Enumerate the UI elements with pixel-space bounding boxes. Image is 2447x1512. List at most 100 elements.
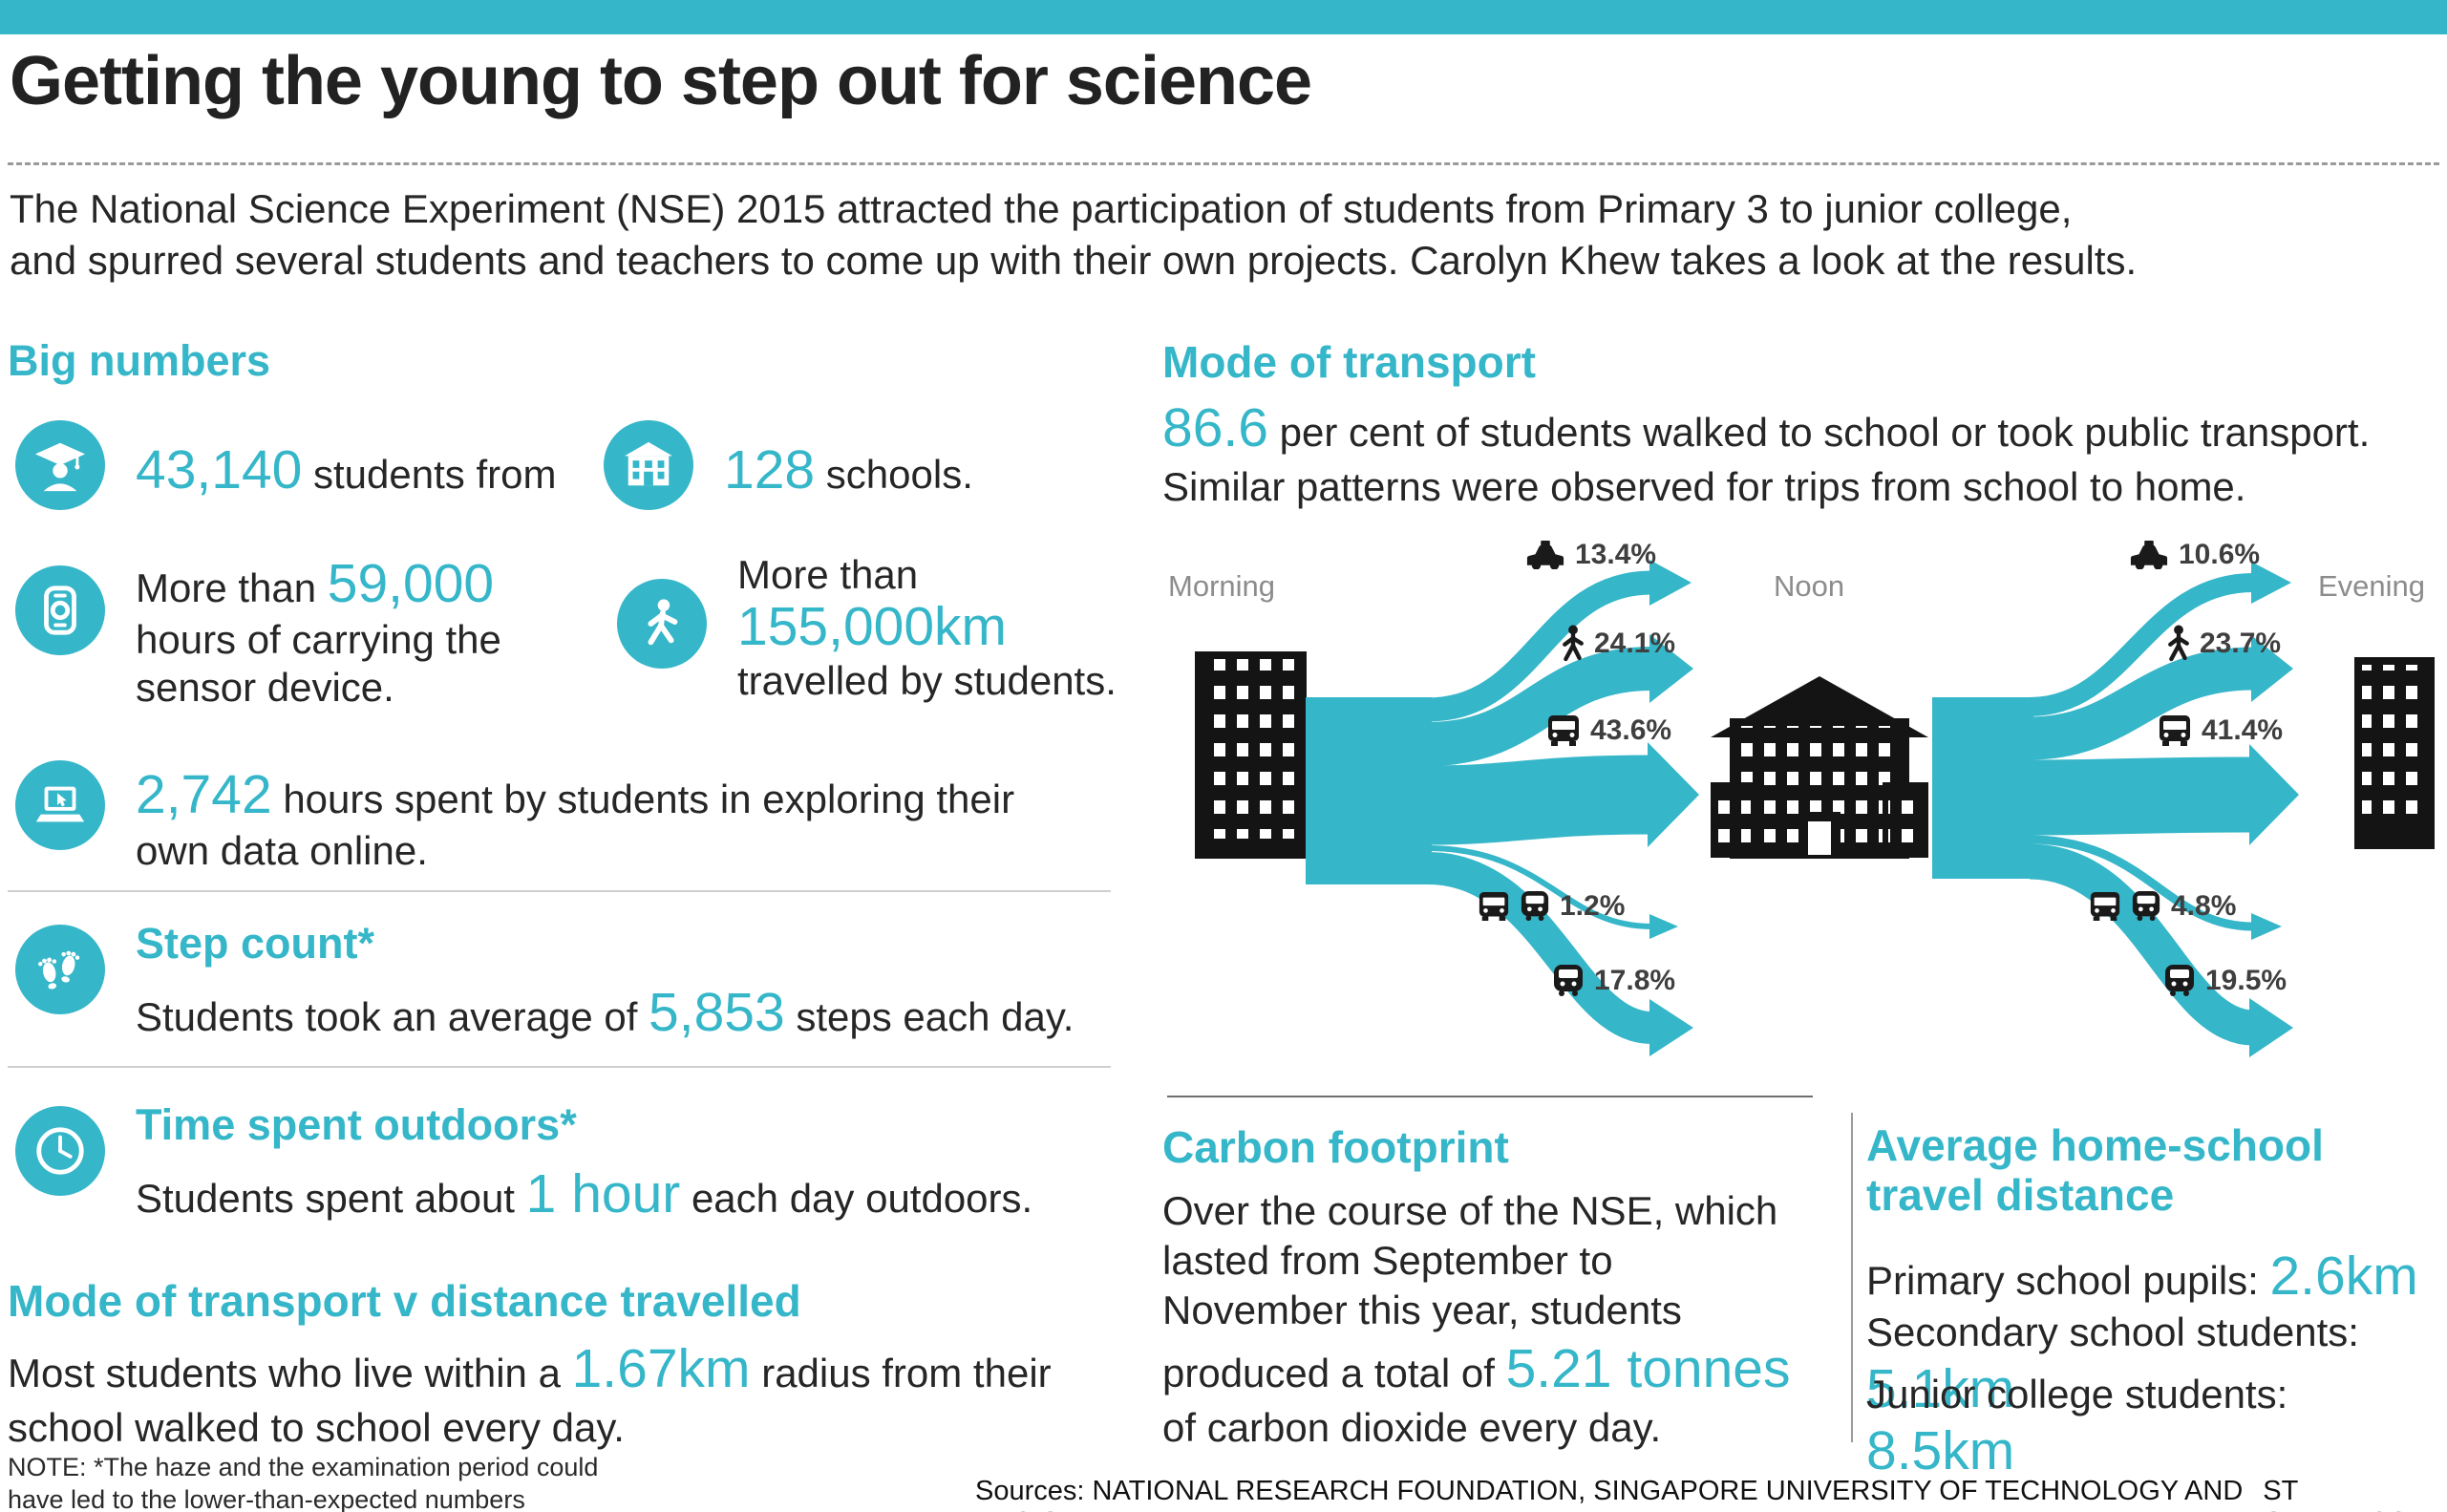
evening-flow-train: 19.5% (2163, 965, 2287, 997)
mode-of-transport-value: 86.6 (1162, 397, 1268, 458)
sensor-value: 59,000 (327, 553, 495, 614)
section-divider (8, 890, 1111, 892)
flow-percentage: 10.6% (2179, 539, 2261, 570)
dashed-divider (8, 162, 2439, 165)
flow-percentage: 17.8% (1594, 965, 1676, 996)
train-icon (1554, 965, 1583, 996)
stage-label-morning: Morning (1168, 569, 1275, 603)
laptop-icon (15, 760, 105, 850)
travel-row-label: Secondary school students: (1866, 1310, 2359, 1354)
distance-value: 155,000km (737, 596, 1008, 658)
transport-distance-after: radius from their school walked to schoo… (8, 1351, 1052, 1451)
st-graphics-credit: ST GRAPHICS (2263, 1476, 2407, 1512)
flow-percentage: 13.4% (1575, 539, 1657, 570)
time-outdoors-before: Students spent about (136, 1176, 515, 1221)
train-icon (2165, 965, 2194, 996)
section-divider (8, 1066, 1111, 1068)
bus-icon (1479, 891, 1509, 922)
flow-percentage: 24.1% (1594, 627, 1676, 659)
travel-row-value: 5.1km (1866, 1358, 2015, 1420)
stage-label-noon: Noon (1774, 569, 1845, 603)
evening-flow-taxi: 10.6% (2129, 539, 2260, 571)
flow-percentage: 4.8% (2171, 890, 2237, 922)
sankey-flows (1195, 560, 2435, 1057)
step-count-before: Students took an average of (136, 994, 638, 1039)
travel-distance-heading: Average home-school travel distance (1866, 1120, 2324, 1220)
carbon-divider (1167, 1096, 1813, 1097)
online-value: 2,742 (136, 764, 272, 825)
travel-distance-row: Secondary school students: 5.1km (1866, 1309, 2439, 1422)
morning-flow-walk: 24.1% (1562, 625, 1675, 662)
transport-distance-heading: Mode of transport v distance travelled (8, 1276, 801, 1326)
flow-percentage: 1.2% (1560, 890, 1626, 922)
footer: Sources: NATIONAL RESEARCH FOUNDATION, S… (975, 1476, 2437, 1512)
footnote: NOTE: *The haze and the examination peri… (8, 1453, 599, 1512)
pedestrian-icon (2167, 625, 2190, 662)
sources-text: Sources: NATIONAL RESEARCH FOUNDATION, S… (975, 1476, 2244, 1512)
flow-percentage: 41.4% (2202, 714, 2284, 746)
travel-distance-row: Junior college students: 8.5km (1866, 1371, 2439, 1484)
students-label: students from (313, 452, 557, 497)
train-icon (2132, 891, 2160, 922)
travel-row-label: Junior college students: (1866, 1372, 2288, 1416)
top-accent-bar (0, 0, 2447, 34)
transport-distance-text: Most students who live within a 1.67km r… (8, 1335, 1068, 1454)
online-suffix: hours spent by students in exploring the… (136, 777, 1015, 874)
schools-label: schools. (825, 452, 973, 497)
time-outdoors-value: 1 hour (525, 1163, 681, 1225)
mode-of-transport-heading: Mode of transport (1162, 337, 1536, 387)
travel-row-label: Primary school pupils: (1866, 1258, 2259, 1303)
taxi-icon (2130, 540, 2168, 570)
flow-percentage: 23.7% (2200, 627, 2282, 659)
sensor-suffix: hours of carrying the sensor device. (136, 617, 501, 710)
evening-flow-bus-train: 4.8% (2089, 890, 2236, 923)
online-stat: 2,742 hours spent by students in explori… (136, 762, 1062, 876)
transport-distance-before: Most students who live within a (8, 1351, 561, 1395)
morning-flow-taxi: 13.4% (1525, 539, 1656, 571)
vertical-divider (1851, 1113, 1853, 1442)
intro-text: The National Science Experiment (NSE) 20… (10, 186, 2138, 283)
travel-distance-row: Primary school pupils: 2.6km (1866, 1244, 2439, 1309)
step-count-after: steps each day. (796, 994, 1075, 1039)
distance-stat: More than 155,000km travelled by student… (737, 552, 1234, 703)
students-value: 43,140 (136, 439, 303, 500)
morning-flow-bus-train: 1.2% (1478, 890, 1625, 923)
sensor-device-icon (15, 565, 105, 655)
step-count-heading: Step count* (136, 919, 375, 968)
graduate-icon (15, 420, 105, 510)
bus-icon (1548, 715, 1579, 746)
mode-of-transport-after: per cent of students walked to school or… (1162, 410, 2371, 509)
pedestrian-icon (1562, 625, 1585, 662)
school-building (1711, 676, 1928, 859)
walking-person-icon (617, 579, 707, 669)
travel-row-value: 2.6km (2269, 1246, 2418, 1307)
transport-distance-value: 1.67km (571, 1338, 751, 1399)
schools-value: 128 (724, 439, 816, 500)
schools-stat: 128 schools. (724, 437, 973, 502)
evening-flow-bus: 41.4% (2158, 714, 2283, 747)
distance-prefix: More than (737, 552, 919, 597)
time-outdoors-after: each day outdoors. (691, 1176, 1033, 1221)
taxi-icon (1526, 540, 1564, 570)
bus-icon (2090, 891, 2120, 922)
travel-row-value: 8.5km (1866, 1420, 2015, 1482)
carbon-footprint-text: Over the course of the NSE, which lasted… (1162, 1186, 1798, 1453)
page-title: Getting the young to step out for scienc… (10, 43, 1312, 119)
carbon-footprint-heading: Carbon footprint (1162, 1122, 1509, 1172)
carbon-before: Over the course of the NSE, which lasted… (1162, 1188, 1778, 1396)
time-outdoors-heading: Time spent outdoors* (136, 1100, 577, 1149)
evening-flow-arrows (1932, 562, 2299, 1057)
sensor-prefix: More than (136, 565, 317, 610)
carbon-value: 5.21 tonnes (1505, 1338, 1791, 1400)
sensor-stat: More than 59,000 hours of carrying the s… (136, 552, 585, 711)
train-icon (1521, 891, 1549, 922)
carbon-after: of carbon dioxide every day. (1162, 1404, 1662, 1450)
mode-of-transport-text: 86.6 per cent of students walked to scho… (1162, 395, 2447, 511)
transport-sankey: Morning Noon Evening 13.4% 24.1% 43.6% 1… (1162, 535, 2435, 1094)
morning-flow-bus: 43.6% (1546, 714, 1671, 747)
footprints-icon (15, 925, 105, 1014)
students-stat: 43,140 students from (136, 437, 556, 502)
evening-building (2354, 657, 2435, 849)
flow-percentage: 43.6% (1590, 714, 1672, 746)
school-icon (604, 420, 693, 510)
